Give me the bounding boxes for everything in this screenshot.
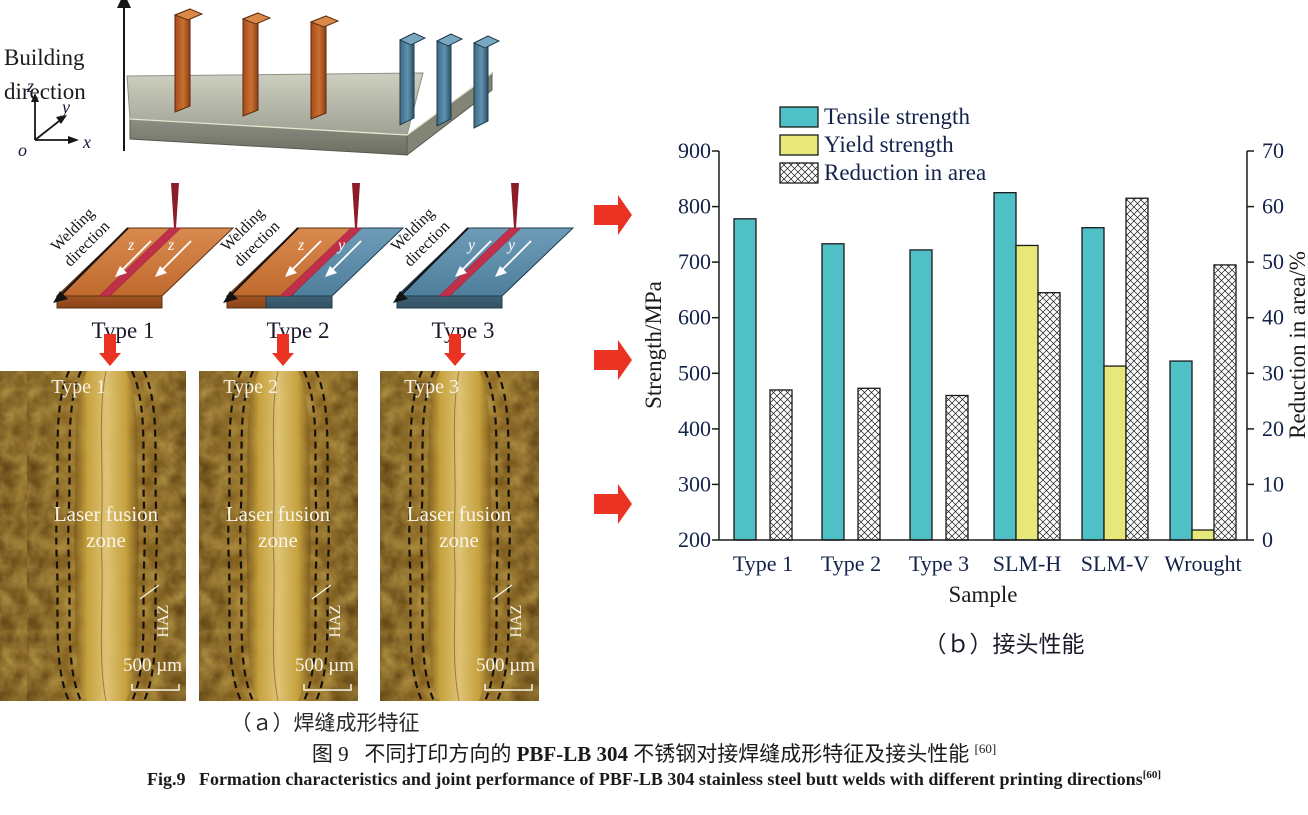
svg-text:900: 900	[678, 138, 711, 163]
svg-text:30: 30	[1262, 360, 1284, 385]
svg-text:700: 700	[678, 249, 711, 274]
svg-text:Type 2: Type 2	[821, 551, 881, 576]
svg-text:400: 400	[678, 416, 711, 441]
svg-text:Type 3: Type 3	[909, 551, 969, 576]
svg-text:SLM-V: SLM-V	[1081, 551, 1150, 576]
svg-text:Sample: Sample	[949, 582, 1018, 607]
svg-text:600: 600	[678, 305, 711, 330]
svg-text:40: 40	[1262, 305, 1284, 330]
svg-text:SLM-H: SLM-H	[993, 551, 1062, 576]
svg-text:60: 60	[1262, 194, 1284, 219]
svg-text:Type 1: Type 1	[733, 551, 793, 576]
svg-text:Strength/MPa: Strength/MPa	[645, 281, 666, 409]
svg-text:70: 70	[1262, 138, 1284, 163]
svg-text:10: 10	[1262, 471, 1284, 496]
svg-text:Wrought: Wrought	[1164, 551, 1241, 576]
svg-text:500: 500	[678, 360, 711, 385]
svg-text:Reduction in area: Reduction in area	[824, 160, 986, 185]
svg-text:20: 20	[1262, 416, 1284, 441]
svg-text:Reduction in area/%: Reduction in area/%	[1285, 251, 1308, 439]
svg-text:Tensile strength: Tensile strength	[824, 104, 970, 129]
svg-text:50: 50	[1262, 249, 1284, 274]
svg-text:Yield strength: Yield strength	[824, 132, 954, 157]
svg-text:0: 0	[1262, 527, 1273, 552]
svg-text:200: 200	[678, 527, 711, 552]
svg-text:300: 300	[678, 471, 711, 496]
svg-text:800: 800	[678, 194, 711, 219]
